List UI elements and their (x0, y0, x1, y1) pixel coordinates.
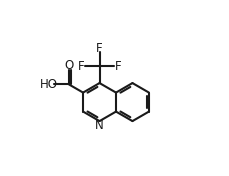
Text: HO: HO (40, 78, 58, 91)
Text: F: F (114, 60, 121, 73)
Text: N: N (95, 119, 104, 132)
Text: F: F (96, 42, 103, 55)
Text: O: O (64, 59, 74, 72)
Text: F: F (78, 60, 85, 73)
